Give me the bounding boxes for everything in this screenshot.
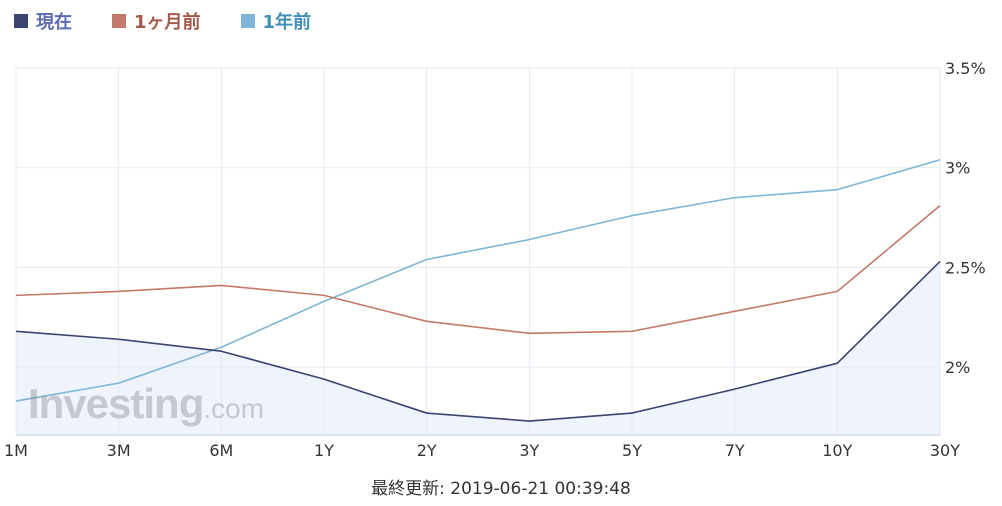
- series-line-current: [15, 260, 941, 422]
- chart-legend: 現在 1ヶ月前 1年前: [14, 8, 311, 34]
- x-tick-label: 6M: [209, 441, 233, 460]
- investing-watermark-logo: Investing.com: [28, 380, 264, 428]
- legend-swatch-current: [14, 14, 28, 28]
- legend-swatch-1-month-ago: [112, 14, 126, 28]
- x-tick-label: 10Y: [822, 441, 852, 460]
- legend-item-current[interactable]: 現在: [14, 8, 72, 34]
- legend-label-1-year-ago: 1年前: [262, 12, 312, 33]
- x-tick-label: 2Y: [417, 441, 437, 460]
- x-tick-label: 3Y: [519, 441, 539, 460]
- legend-label-current: 現在: [36, 12, 72, 33]
- legend-item-1-year-ago[interactable]: 1年前: [240, 8, 312, 34]
- y-tick-label: 3%: [945, 159, 970, 178]
- last-updated-text: 最終更新: 2019-06-21 00:39:48: [371, 479, 631, 499]
- x-tick-label: 3M: [107, 441, 131, 460]
- y-tick-label: 2.5%: [945, 258, 986, 277]
- area-fill-current: [16, 261, 940, 435]
- x-tick-label: 30Y: [930, 441, 960, 460]
- watermark-suffix: .com: [203, 393, 265, 424]
- series-line-1-month-ago: [15, 205, 941, 335]
- x-tick-label: 1Y: [314, 441, 334, 460]
- watermark-brand: Investing: [28, 380, 204, 427]
- x-tick-label: 5Y: [622, 441, 642, 460]
- x-tick-label: 7Y: [725, 441, 745, 460]
- series-line-1-year-ago: [15, 158, 941, 402]
- legend-item-1-month-ago[interactable]: 1ヶ月前: [112, 8, 201, 34]
- y-tick-label: 2%: [945, 358, 970, 377]
- y-tick-label: 3.5%: [945, 59, 986, 78]
- legend-label-1-month-ago: 1ヶ月前: [134, 12, 201, 33]
- legend-swatch-1-year-ago: [240, 14, 255, 28]
- x-tick-label: 1M: [4, 441, 28, 460]
